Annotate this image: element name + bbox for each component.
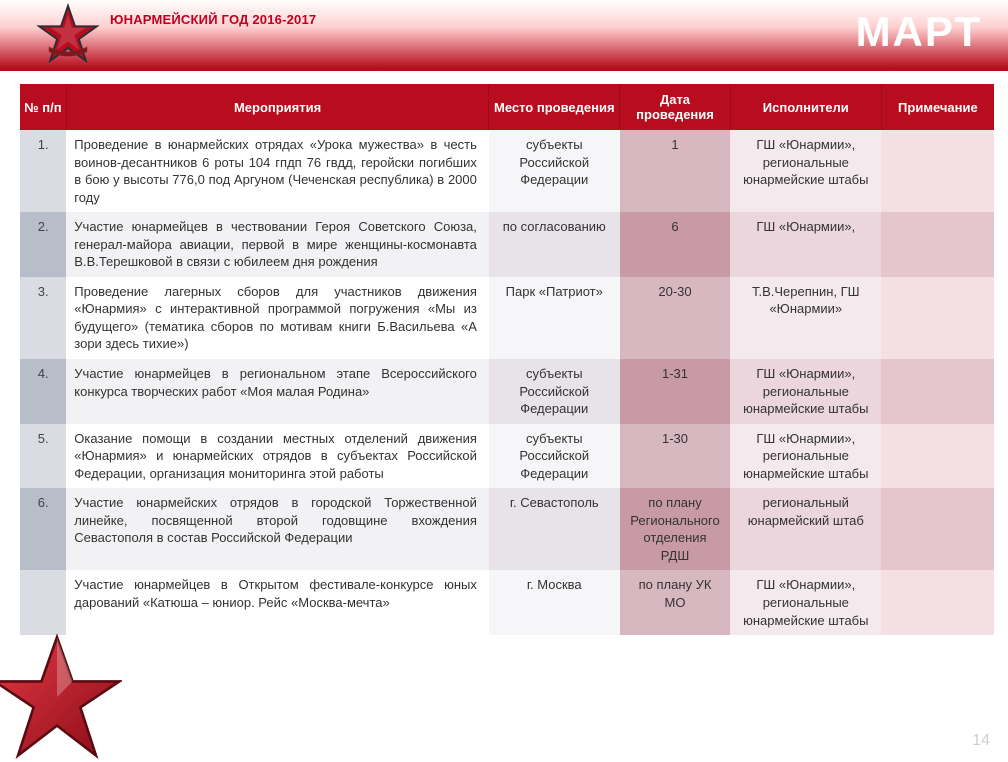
th-event: Мероприятия xyxy=(66,84,489,130)
th-place: Место проведения xyxy=(489,84,620,130)
table-row: 4.Участие юнармейцев в региональном этап… xyxy=(20,359,994,424)
table-cell: региональный юнармейский штаб xyxy=(730,488,881,570)
table-cell: 20-30 xyxy=(620,277,731,359)
table-cell: ГШ «Юнармии», xyxy=(730,212,881,277)
table-cell: Парк «Патриот» xyxy=(489,277,620,359)
table-cell: Участие юнармейцев в региональном этапе … xyxy=(66,359,489,424)
table-cell: 1. xyxy=(20,130,66,212)
table-cell xyxy=(881,488,994,570)
th-exec: Исполнители xyxy=(730,84,881,130)
table-cell: 4. xyxy=(20,359,66,424)
table-cell: ГШ «Юнармии», региональные юнармейские ш… xyxy=(730,424,881,489)
table-cell: Проведение в юнармейских отрядах «Урока … xyxy=(66,130,489,212)
th-note: Примечание xyxy=(881,84,994,130)
table-cell: 1 xyxy=(620,130,731,212)
table-cell: 3. xyxy=(20,277,66,359)
table-cell: г. Севастополь xyxy=(489,488,620,570)
corner-star-icon xyxy=(0,632,122,762)
table-cell: по согласованию xyxy=(489,212,620,277)
header-subtitle: ЮНАРМЕЙСКИЙ ГОД 2016-2017 xyxy=(110,12,316,27)
table-cell: субъекты Российской Федерации xyxy=(489,359,620,424)
table-row: 2.Участие юнармейцев в чествовании Героя… xyxy=(20,212,994,277)
table-cell xyxy=(881,570,994,635)
table-row: Участие юнармейцев в Открытом фестивале-… xyxy=(20,570,994,635)
table-cell xyxy=(881,212,994,277)
table-container: № п/п Мероприятия Место проведения Дата … xyxy=(20,84,994,635)
table-cell: Участие юнармейцев в Открытом фестивале-… xyxy=(66,570,489,635)
th-date: Дата проведения xyxy=(620,84,731,130)
table-cell: ГШ «Юнармии», региональные юнармейские ш… xyxy=(730,359,881,424)
table-cell: по плану УК МО xyxy=(620,570,731,635)
table-cell: субъекты Российской Федерации xyxy=(489,424,620,489)
logo-star-icon xyxy=(36,2,100,66)
table-cell: 2. xyxy=(20,212,66,277)
header-underline xyxy=(0,68,1008,71)
table-cell: субъекты Российской Федерации xyxy=(489,130,620,212)
table-cell xyxy=(20,570,66,635)
table-cell: 1-30 xyxy=(620,424,731,489)
table-cell xyxy=(881,424,994,489)
table-cell: г. Москва xyxy=(489,570,620,635)
table-cell xyxy=(881,359,994,424)
header-banner: ЮНАРМЕЙСКИЙ ГОД 2016-2017 МАРТ xyxy=(0,0,1008,68)
table-cell: ГШ «Юнармии», региональные юнармейские ш… xyxy=(730,570,881,635)
table-cell: Проведение лагерных сборов для участнико… xyxy=(66,277,489,359)
table-cell xyxy=(881,277,994,359)
table-cell: Участие юнармейских отрядов в городской … xyxy=(66,488,489,570)
table-cell: ГШ «Юнармии», региональные юнармейские ш… xyxy=(730,130,881,212)
table-cell: 6. xyxy=(20,488,66,570)
table-row: 5.Оказание помощи в создании местных отд… xyxy=(20,424,994,489)
page-number: 14 xyxy=(972,732,990,750)
table-cell: Оказание помощи в создании местных отдел… xyxy=(66,424,489,489)
table-row: 6.Участие юнармейских отрядов в городско… xyxy=(20,488,994,570)
table-cell xyxy=(881,130,994,212)
header-month: МАРТ xyxy=(856,8,982,56)
table-cell: 1-31 xyxy=(620,359,731,424)
table-row: 1.Проведение в юнармейских отрядах «Урок… xyxy=(20,130,994,212)
table-header-row: № п/п Мероприятия Место проведения Дата … xyxy=(20,84,994,130)
table-cell: Т.В.Черепнин, ГШ «Юнармии» xyxy=(730,277,881,359)
table-cell: по плану Регионального отделения РДШ xyxy=(620,488,731,570)
table-cell: 6 xyxy=(620,212,731,277)
table-cell: 5. xyxy=(20,424,66,489)
table-row: 3.Проведение лагерных сборов для участни… xyxy=(20,277,994,359)
events-table: № п/п Мероприятия Место проведения Дата … xyxy=(20,84,994,635)
table-body: 1.Проведение в юнармейских отрядах «Урок… xyxy=(20,130,994,635)
th-num: № п/п xyxy=(20,84,66,130)
table-cell: Участие юнармейцев в чествовании Героя С… xyxy=(66,212,489,277)
